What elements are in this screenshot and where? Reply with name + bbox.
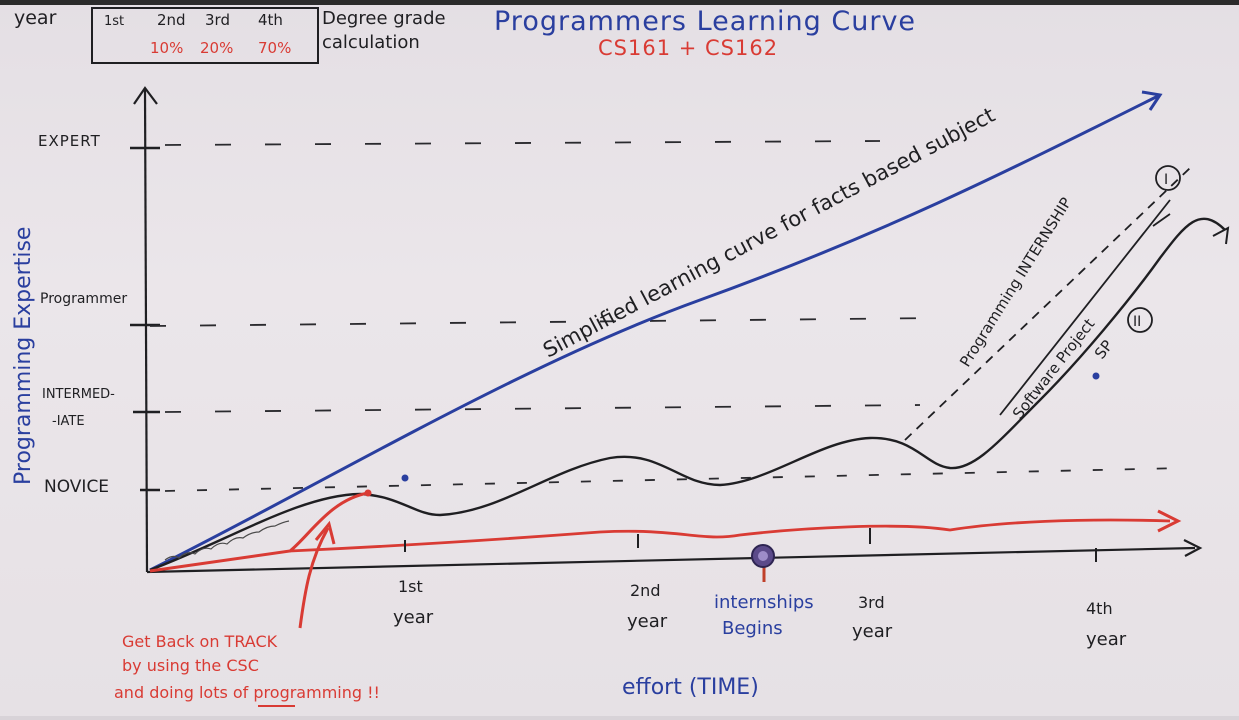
- table-caption-line1: Degree grade: [322, 8, 446, 29]
- table-year-2: 2nd: [157, 11, 186, 29]
- level-label-intermediate-1: INTERMED-: [42, 387, 115, 402]
- red-progress-arrow-icon: [1157, 509, 1182, 533]
- x-label-year-2-b: year: [627, 611, 668, 632]
- blue-dot-2: [1092, 372, 1100, 380]
- get-back-note-line1: Get Back on TRACK: [122, 632, 278, 651]
- level-line-intermediate: [164, 404, 921, 413]
- x-label-year-2-a: 2nd: [630, 581, 660, 600]
- table-caption-line2: calculation: [322, 32, 420, 53]
- y-ticks: [130, 146, 160, 492]
- curve-shading: [164, 520, 290, 561]
- x-label-year-1-a: 1st: [398, 577, 423, 596]
- x-axis-label: effort (TIME): [622, 675, 759, 700]
- red-progress-line: [289, 518, 1171, 553]
- table-weight-3: 20%: [200, 39, 233, 57]
- table-year-4: 4th: [258, 11, 283, 29]
- svg-text:II: II: [1133, 314, 1141, 330]
- programmers-curve-arrow-icon: [1212, 226, 1230, 245]
- x-label-year-3-a: 3rd: [858, 593, 885, 612]
- get-back-pointer-line: [298, 527, 330, 629]
- level-line-expert: [164, 140, 881, 146]
- x-axis-line: [146, 546, 1196, 574]
- table-weight-4: 70%: [258, 39, 291, 57]
- y-axis-arrow-icon: [133, 86, 158, 105]
- level-label-novice: NOVICE: [44, 477, 109, 497]
- blue-dot-1: [401, 474, 409, 482]
- level-lines: [149, 140, 1186, 492]
- x-label-year-1-b: year: [393, 607, 434, 628]
- roman-marker-2: II: [1127, 307, 1153, 333]
- get-back-pointer-arrow-icon: [314, 520, 336, 545]
- y-axis-line: [143, 89, 149, 573]
- page-subtitle: CS161 + CS162: [598, 36, 778, 60]
- degree-grade-table: year 1st 2nd 3rd 4th 10% 20% 70% Degree …: [14, 7, 446, 64]
- programmers-curve-line: [149, 217, 1226, 572]
- page-title: Programmers Learning Curve: [494, 6, 916, 37]
- y-axis-label: Programming Expertise: [11, 227, 36, 485]
- table-row-label: year: [14, 7, 57, 29]
- level-label-expert: EXPERT: [38, 132, 101, 150]
- internships-pin-icon: [751, 544, 775, 582]
- x-label-year-4-a: 4th: [1086, 599, 1113, 618]
- simplified-curve-line: [149, 94, 1159, 572]
- get-back-note-line3: and doing lots of programming !!: [114, 683, 380, 702]
- get-back-curve-line: [149, 491, 369, 573]
- x-label-year-4-b: year: [1086, 629, 1127, 650]
- level-label-intermediate-2: -IATE: [52, 414, 85, 429]
- x-axis-arrow-icon: [1183, 539, 1203, 557]
- axes: [133, 86, 1203, 574]
- simplified-curve-arrow-icon: [1141, 90, 1163, 111]
- branch-project: [999, 199, 1171, 416]
- internships-label-1: internships: [714, 592, 814, 613]
- level-line-programmer: [149, 317, 941, 327]
- table-year-3: 3rd: [205, 11, 230, 29]
- x-ticks: [404, 528, 1097, 562]
- level-label-programmer: Programmer: [40, 291, 127, 307]
- branch-lines: [904, 167, 1191, 441]
- branch-internship: [904, 167, 1191, 441]
- internships-label-2: Begins: [722, 618, 783, 639]
- table-weight-2: 10%: [150, 39, 183, 57]
- red-dot: [364, 489, 372, 497]
- x-label-year-3-b: year: [852, 621, 893, 642]
- get-back-note-line2: by using the CSC: [122, 656, 259, 675]
- board-frame-top: [0, 0, 1239, 5]
- roman-marker-1: I: [1155, 165, 1181, 191]
- svg-text:I: I: [1164, 172, 1168, 188]
- annotation-software-project: Software Project: [1009, 315, 1098, 422]
- table-year-1: 1st: [104, 14, 124, 29]
- branch-project-arrow-icon: [1152, 213, 1171, 227]
